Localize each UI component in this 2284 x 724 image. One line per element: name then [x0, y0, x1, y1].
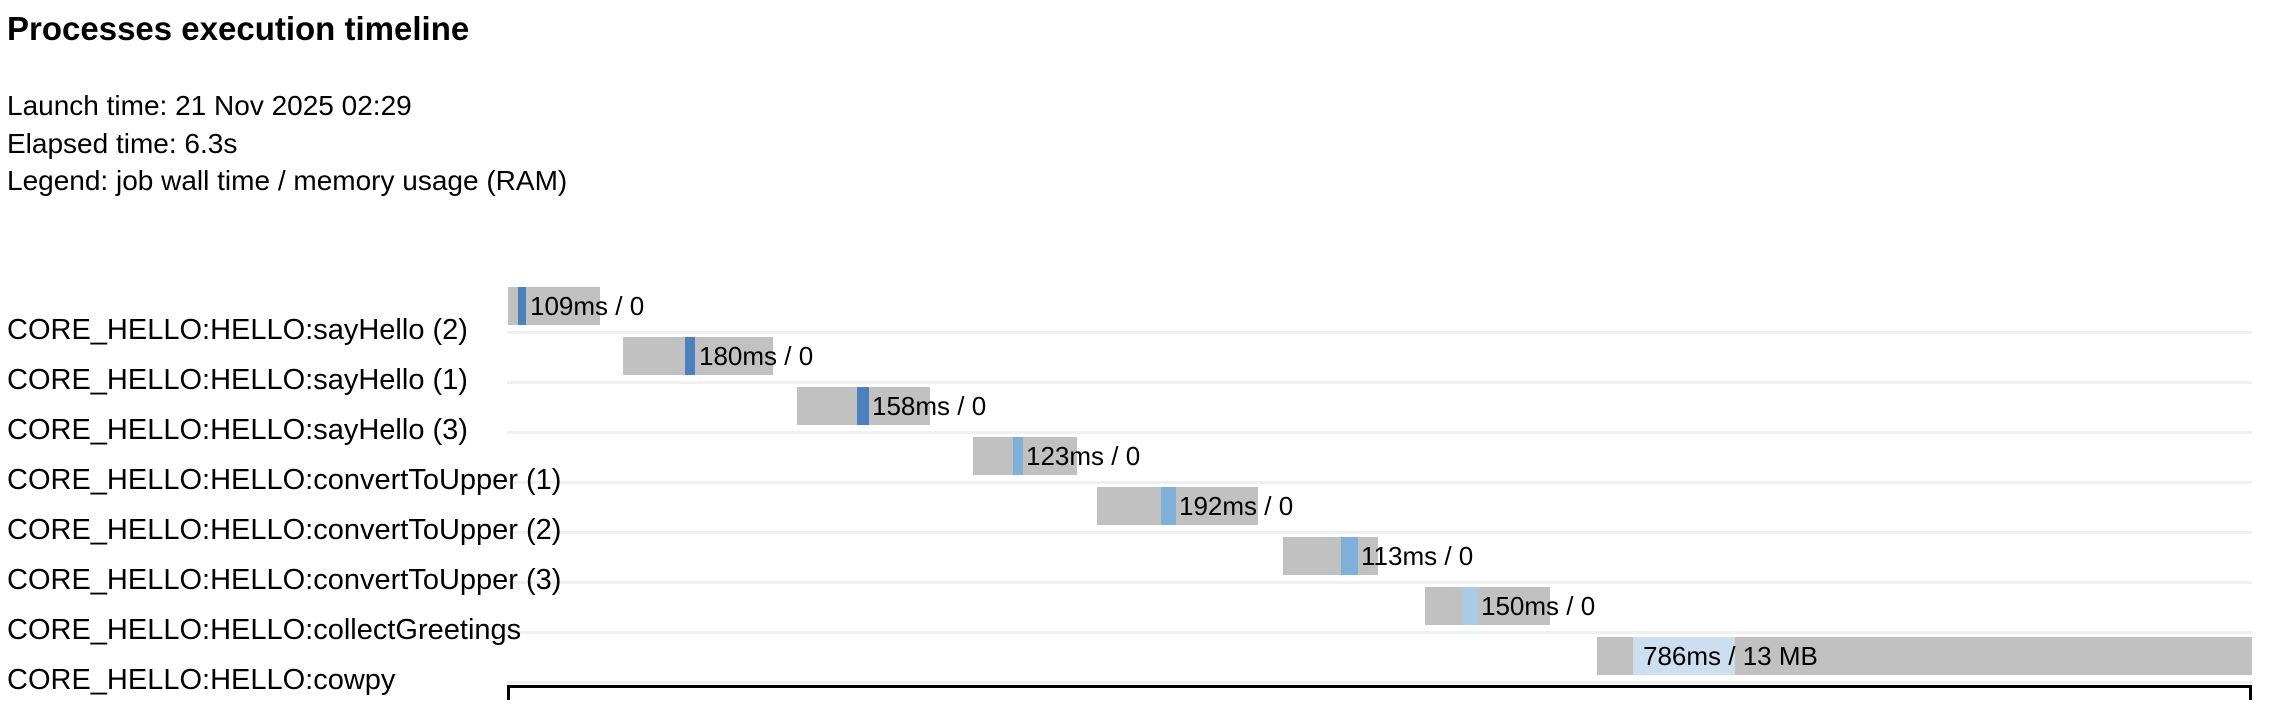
row-gridline [507, 581, 2252, 584]
row-gridline [507, 381, 2252, 384]
task-run-segment [857, 387, 869, 425]
row-label: CORE_HELLO:HELLO:sayHello (3) [7, 414, 468, 446]
row-gridline [507, 631, 2252, 634]
task-bar-label: 109ms / 0 [530, 291, 645, 321]
row-label: CORE_HELLO:HELLO:convertToUpper (3) [7, 564, 562, 596]
task-bar-label: 180ms / 0 [699, 341, 814, 371]
launch-time-line: Launch time: 21 Nov 2025 02:29 [7, 90, 412, 121]
task-bar [973, 437, 1077, 475]
row-label: CORE_HELLO:HELLO:sayHello (2) [7, 314, 468, 346]
row-label: CORE_HELLO:HELLO:sayHello (1) [7, 364, 468, 396]
task-run-segment [1633, 637, 1735, 675]
task-bar-label: 150ms / 0 [1481, 591, 1596, 621]
row-label: CORE_HELLO:HELLO:convertToUpper (1) [7, 464, 562, 496]
task-bar [623, 337, 773, 375]
task-run-segment [1341, 537, 1358, 575]
row-label: CORE_HELLO:HELLO:convertToUpper (2) [7, 514, 562, 546]
task-run-segment [1161, 487, 1176, 525]
page-title: Processes execution timeline [7, 10, 470, 47]
task-run-segment [518, 287, 526, 325]
task-bar [1283, 537, 1378, 575]
row-gridline [507, 681, 2252, 684]
row-gridline [507, 331, 2252, 334]
task-run-segment [1013, 437, 1023, 475]
time-axis-line [507, 685, 2252, 688]
time-axis-right-tick [2249, 685, 2252, 700]
legend-line: Legend: job wall time / memory usage (RA… [7, 165, 568, 196]
task-run-segment [1463, 587, 1478, 625]
task-bar-label: 158ms / 0 [872, 391, 987, 421]
row-gridline [507, 481, 2252, 484]
task-bar-label: 786ms / 13 MB [1643, 641, 1818, 671]
time-axis-left-tick [507, 685, 510, 700]
row-label: CORE_HELLO:HELLO:collectGreetings [7, 614, 522, 646]
task-bar-label: 123ms / 0 [1026, 441, 1141, 471]
task-run-segment [685, 337, 695, 375]
task-bar-label: 192ms / 0 [1179, 491, 1294, 521]
task-bar [1425, 587, 1550, 625]
row-label: CORE_HELLO:HELLO:cowpy [7, 664, 396, 696]
elapsed-time-line: Elapsed time: 6.3s [7, 128, 238, 159]
task-bar-label: 113ms / 0 [1361, 541, 1474, 571]
task-bar [1097, 487, 1258, 525]
row-gridline [507, 431, 2252, 434]
row-gridline [507, 531, 2252, 534]
